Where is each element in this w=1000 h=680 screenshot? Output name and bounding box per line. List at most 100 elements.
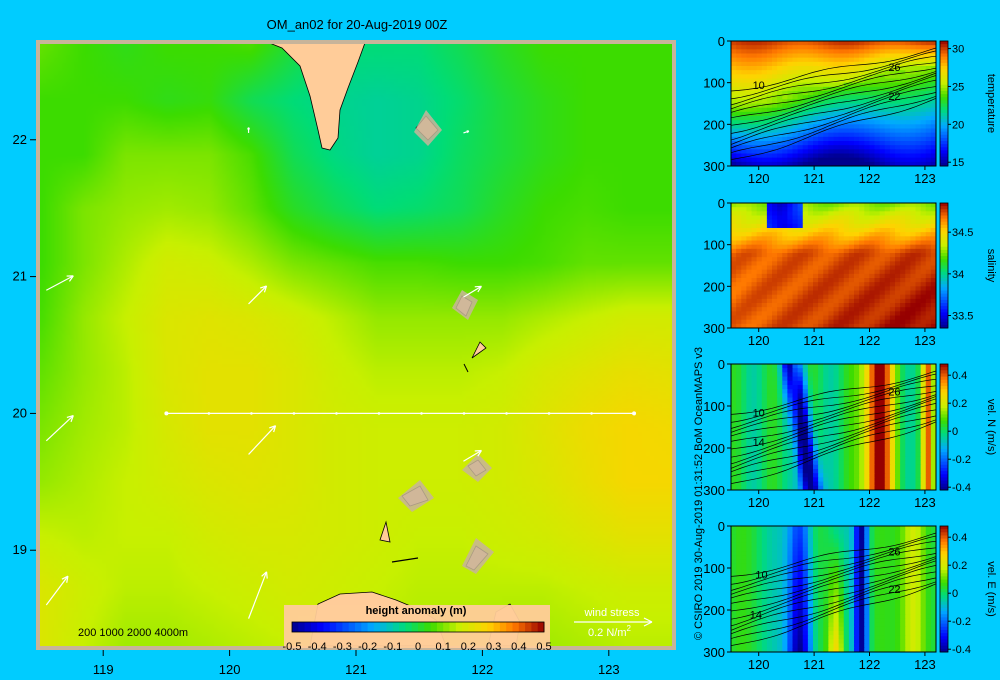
colorbar-tick-label: 0 <box>415 641 421 653</box>
section-colorbar-swatch <box>940 312 948 316</box>
contour-label: 26 <box>888 546 900 558</box>
section-xtick-label: 123 <box>914 657 936 672</box>
section-colorbar-swatch <box>940 404 948 409</box>
contour-label: 14 <box>753 437 765 449</box>
section-xtick-label: 123 <box>914 171 936 186</box>
section-colorbar-swatch <box>940 471 948 475</box>
section-colorbar-swatch <box>940 321 948 326</box>
section-colorbar-swatch <box>940 103 948 108</box>
section-panel-temperature: 10 26 22 0 100 200 300 120 121 122 123 30 25 20 15 temp… <box>703 34 997 186</box>
section-colorbar-swatch <box>940 604 948 609</box>
section-point <box>420 412 423 415</box>
section-colorbar-swatch <box>940 474 948 478</box>
section-colorbar-swatch <box>940 408 948 412</box>
section-colorbar-swatch <box>940 579 948 584</box>
colorbar-swatch <box>462 622 469 632</box>
section-colorbar-swatch <box>940 159 948 164</box>
section-colorbar-swatch <box>940 648 948 653</box>
section-colorbar-swatch <box>940 228 948 232</box>
section-colorbar-label: vel. N (m/s) <box>985 399 997 455</box>
section-point <box>164 411 169 416</box>
section-colorbar-swatch <box>940 66 948 70</box>
section-colorbar-swatch <box>940 87 948 92</box>
section-point <box>207 412 211 415</box>
section-colorbar-swatch <box>940 551 948 555</box>
section-colorbar-swatch <box>940 265 948 270</box>
section-colorbar-swatch <box>940 538 948 543</box>
section-colorbar-swatch <box>940 237 948 241</box>
section-colorbar-swatch <box>940 112 948 117</box>
section-colorbar-swatch <box>940 240 948 245</box>
section-colorbar-swatch <box>940 554 948 558</box>
colorbar-swatch <box>512 622 520 632</box>
section-ytick-label: 0 <box>718 357 725 372</box>
wind-vector <box>248 425 277 455</box>
vel_e-contours <box>731 532 936 646</box>
map-ytick-label: 21 <box>13 269 27 284</box>
vel_n-contours <box>731 370 936 484</box>
land-island-6 <box>379 520 391 543</box>
wind-vector <box>463 285 482 298</box>
map-axes: 119 120 121 122 123 19 20 21 22 <box>13 132 620 677</box>
section-xtick-label: 120 <box>748 171 770 186</box>
section-colorbar-swatch <box>940 483 948 488</box>
section-colorbar-swatch <box>940 585 948 590</box>
colorbar-swatch <box>292 622 299 632</box>
section-colorbar-swatch <box>940 629 948 634</box>
section-ytick-label: 100 <box>703 76 725 91</box>
section-colorbar-swatch <box>940 614 948 618</box>
section-colorbar-outline <box>939 525 949 653</box>
colorbar-swatch <box>336 622 343 632</box>
colorbar-swatch <box>304 622 312 632</box>
section-point <box>590 412 593 415</box>
section-colorbar-label: temperature <box>985 74 997 133</box>
section-colorbar-swatch <box>940 417 948 422</box>
section-colorbar-swatch <box>940 119 948 123</box>
section-colorbar-swatch <box>940 209 948 213</box>
colorbar-swatch <box>481 622 488 632</box>
colorbar-swatch <box>449 622 457 632</box>
section-xtick-label: 123 <box>914 495 936 510</box>
section-colorbar-swatch <box>940 284 948 288</box>
section-colorbar-swatch <box>940 274 948 279</box>
section-colorbar-swatch <box>940 467 948 472</box>
map-xtick-label: 119 <box>93 662 114 677</box>
section-colorbar-swatch <box>940 601 948 606</box>
section-colorbar-swatch <box>940 144 948 148</box>
section-colorbar-swatch <box>940 436 948 441</box>
section-colorbar-swatch <box>940 75 948 79</box>
section-colorbar-swatch <box>940 69 948 73</box>
section-colorbar-swatch <box>940 116 948 120</box>
wind-vector <box>45 575 69 606</box>
section-colorbar-swatch <box>940 427 948 431</box>
colorbar-swatch <box>424 622 432 632</box>
section-colorbar-swatch <box>940 315 948 320</box>
map-xtick-label: 123 <box>598 662 620 677</box>
section-colorbar-tick-label: 0 <box>952 588 958 600</box>
section-colorbar-swatch <box>940 592 948 596</box>
section-colorbar-tick-label: 34 <box>952 269 964 281</box>
colorbar-swatch <box>392 622 400 632</box>
colorbar-swatch <box>323 622 331 632</box>
colorbar-swatch <box>310 622 318 632</box>
section-colorbar-swatch <box>940 141 948 145</box>
section-colorbar-swatch <box>940 477 948 482</box>
section-colorbar-swatch <box>940 215 948 220</box>
land-island-3 <box>471 341 487 359</box>
section-colorbar-tick-label: 0.4 <box>952 370 967 382</box>
section-colorbar-swatch <box>940 84 948 89</box>
section-colorbar-swatch <box>940 617 948 621</box>
colorbar-tick-label: 0.2 <box>461 641 476 653</box>
section-colorbar-swatch <box>940 486 948 491</box>
colorbar-swatch <box>493 622 501 632</box>
section-colorbar-swatch <box>940 318 948 323</box>
section-colorbar-swatch <box>940 598 948 603</box>
section-colorbar-swatch <box>940 53 948 58</box>
section-colorbar-swatch <box>940 430 948 434</box>
section-colorbar-swatch <box>940 134 948 139</box>
map-xtick-label: 122 <box>472 662 494 677</box>
section-colorbar-swatch <box>940 259 948 263</box>
section-colorbar-swatch <box>940 147 948 151</box>
section-colorbar-swatch <box>940 206 948 210</box>
